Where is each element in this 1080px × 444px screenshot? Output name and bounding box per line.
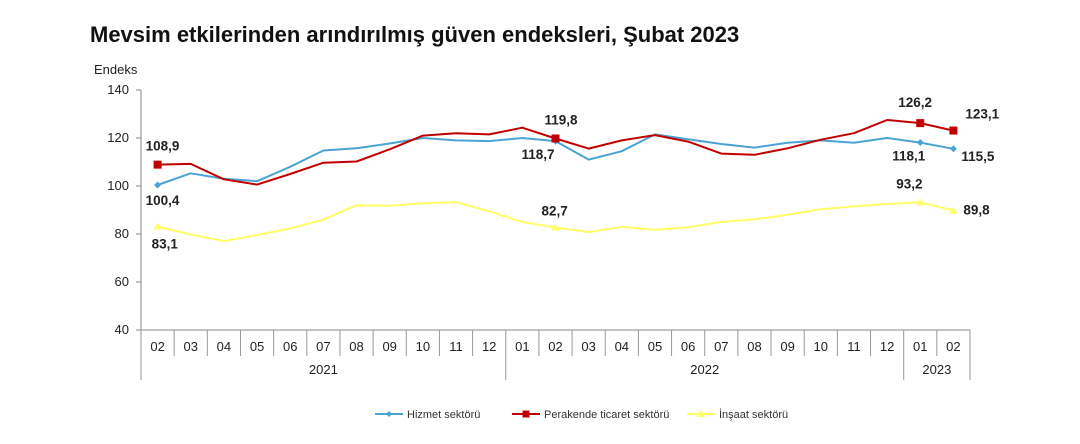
legend-item-1: Hizmet sektörü <box>375 409 480 421</box>
legend-item-2: Perakende ticaret sektörü <box>512 409 669 421</box>
x-tick-label: 04 <box>615 339 629 354</box>
data-label: 93,2 <box>896 176 922 191</box>
y-axis-label: Endeks <box>94 62 138 77</box>
data-point <box>916 119 925 128</box>
legend-label: İnşaat sektörü <box>719 408 788 421</box>
data-label: 115,5 <box>961 149 995 164</box>
x-tick-label: 04 <box>217 339 231 354</box>
y-tick-label: 120 <box>107 130 129 145</box>
year-label: 2023 <box>922 362 951 377</box>
x-tick-label: 06 <box>681 339 695 354</box>
x-tick-label: 12 <box>880 339 894 354</box>
legend-label: Hizmet sektörü <box>407 409 480 421</box>
data-point <box>949 145 957 153</box>
x-tick-label: 10 <box>814 339 828 354</box>
legend-marker <box>697 410 705 417</box>
x-tick-label: 02 <box>548 339 562 354</box>
x-tick-label: 06 <box>283 339 297 354</box>
chart-title: Mevsim etkilerinden arındırılmış güven e… <box>90 22 740 47</box>
data-point <box>949 126 958 135</box>
data-label: 118,1 <box>892 149 926 164</box>
x-tick-label: 11 <box>847 339 861 354</box>
x-tick-label: 01 <box>913 339 927 354</box>
x-tick-label: 08 <box>747 339 761 354</box>
x-tick-label: 01 <box>515 339 529 354</box>
x-tick-label: 07 <box>316 339 330 354</box>
data-labels: 108,9 100,4 83,1 119,8 118,7 82,7 126,2 118,1 93… <box>146 95 1000 251</box>
y-tick-label: 40 <box>115 322 129 337</box>
legend: Hizmet sektörü Perakende ticaret sektörü İ… <box>375 408 788 421</box>
data-label: 123,1 <box>965 107 999 122</box>
y-tick-label: 140 <box>107 82 129 97</box>
data-point <box>551 134 560 143</box>
x-tick-label: 10 <box>416 339 430 354</box>
data-label: 118,7 <box>522 147 555 162</box>
data-label: 126,2 <box>898 95 932 110</box>
y-tick-label: 100 <box>107 178 129 193</box>
data-point <box>153 222 162 230</box>
y-tick-label: 60 <box>115 274 129 289</box>
x-tick-label: 05 <box>250 339 264 354</box>
x-tick-label: 03 <box>581 339 595 354</box>
y-tick-label: 80 <box>115 226 129 241</box>
x-tick-label: 02 <box>150 339 164 354</box>
data-point <box>916 198 925 206</box>
axes: Endeks 40 60 80 100 120 140 02 03 04 05 06 07 08 09 10 1… <box>94 62 971 380</box>
data-label: 119,8 <box>545 112 579 127</box>
series-markers <box>153 119 958 231</box>
legend-item-3: İnşaat sektörü <box>687 408 788 421</box>
x-tick-label: 09 <box>382 339 396 354</box>
x-tick-label: 02 <box>946 339 960 354</box>
data-point <box>551 223 560 231</box>
data-point <box>916 139 924 147</box>
data-point <box>154 181 162 189</box>
year-label: 2022 <box>690 362 719 377</box>
x-tick-label: 08 <box>349 339 363 354</box>
x-tick-label: 12 <box>482 339 496 354</box>
x-tick-label: 07 <box>714 339 728 354</box>
data-label: 89,8 <box>963 202 990 217</box>
series-line-2 <box>157 119 954 186</box>
legend-marker <box>386 411 392 417</box>
data-point <box>949 206 958 214</box>
data-point <box>153 160 162 169</box>
data-label: 82,7 <box>542 204 568 219</box>
data-label: 100,4 <box>146 193 180 208</box>
x-tick-label: 11 <box>449 339 463 354</box>
x-tick-label: 05 <box>648 339 662 354</box>
data-label: 108,9 <box>146 139 180 154</box>
data-label: 83,1 <box>152 237 179 252</box>
year-label: 2021 <box>309 362 338 377</box>
legend-label: Perakende ticaret sektörü <box>544 409 669 421</box>
legend-marker <box>522 410 530 418</box>
x-tick-label: 09 <box>780 339 794 354</box>
x-tick-label: 03 <box>184 339 198 354</box>
